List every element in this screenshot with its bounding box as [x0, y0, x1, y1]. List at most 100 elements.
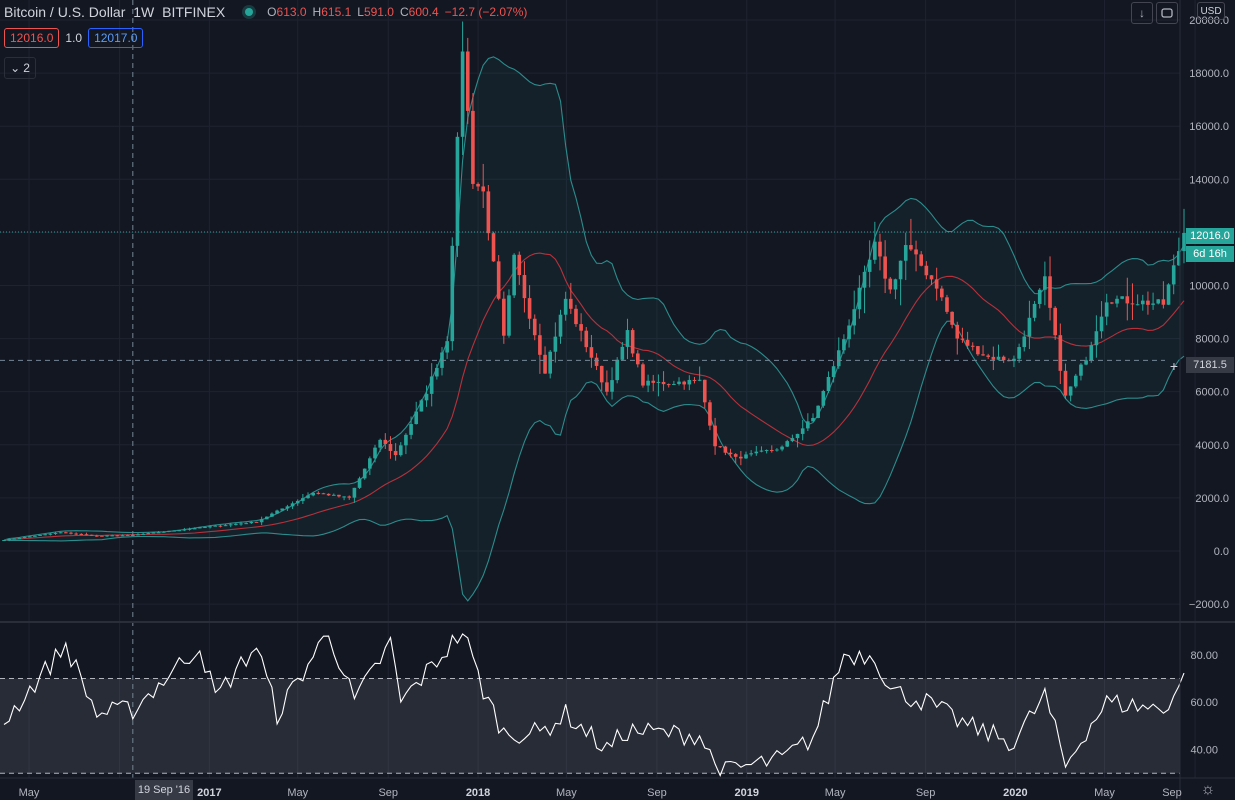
candle-body [548, 351, 553, 374]
candle-body [172, 530, 176, 532]
candle [177, 529, 181, 532]
time-tick-label: 2020 [1003, 787, 1027, 799]
candle-body [79, 533, 84, 535]
candle [569, 282, 573, 314]
candle [605, 370, 609, 396]
candle-body [630, 330, 635, 354]
candle-body [635, 353, 640, 365]
candle [512, 253, 516, 299]
candle [275, 509, 279, 515]
time-tick-label: May [556, 787, 577, 799]
candle [615, 357, 619, 384]
candle [754, 446, 759, 456]
candle [929, 275, 934, 285]
fullscreen-button[interactable] [1156, 2, 1178, 24]
candle-body [599, 365, 604, 383]
candle [1022, 330, 1027, 352]
buy-button[interactable]: 12017.0 [88, 28, 144, 48]
candle [728, 448, 733, 458]
candle [965, 331, 970, 349]
candle [661, 371, 666, 391]
candle [522, 261, 527, 313]
candle [1125, 277, 1130, 321]
candle-body [476, 183, 480, 187]
candle-body [1177, 251, 1181, 266]
candle-body [1110, 302, 1114, 304]
candle-body [945, 297, 949, 312]
candle-body [723, 446, 728, 453]
candle [1012, 355, 1016, 368]
candle-body [435, 367, 439, 377]
crosshair-price-label: 7181.5 [1186, 357, 1234, 373]
candle-body [1151, 303, 1155, 305]
candle [1084, 356, 1088, 366]
candle [198, 526, 202, 529]
time-axis[interactable]: May 2017 May Sep 2018 May Sep 2019 May Sep 2020 May… [0, 777, 1235, 799]
candle-body [656, 381, 661, 383]
candle [337, 494, 341, 498]
plus-icon[interactable]: + [1169, 358, 1179, 374]
candle [641, 362, 645, 388]
last-price-label: 12016.0 [1186, 228, 1234, 244]
candle-body [641, 364, 645, 386]
candle [635, 350, 640, 368]
candle [677, 377, 681, 386]
gear-icon[interactable]: ☼ [1200, 781, 1216, 798]
candle [1099, 301, 1104, 339]
candle [1079, 363, 1083, 381]
candle-body [852, 309, 857, 326]
candle-body [1043, 276, 1047, 290]
candle-body [687, 379, 692, 385]
candle-body [1171, 265, 1176, 285]
rsi-tick-label: 60.00 [1190, 697, 1218, 709]
time-tick-label: Sep [647, 787, 667, 799]
candle-body [1012, 358, 1016, 362]
rsi-axis[interactable]: 80.00 60.00 40.00 [1190, 650, 1218, 757]
candle [924, 261, 929, 280]
candle [940, 285, 944, 301]
candle-body [1182, 232, 1186, 252]
candle-body [141, 533, 145, 535]
candle [1182, 208, 1186, 264]
symbol-title[interactable]: Bitcoin / U.S. Dollar 1W BITFINEX [4, 4, 225, 20]
candle [1068, 386, 1073, 402]
candle-body [378, 439, 382, 448]
sell-button[interactable]: 12016.0 [4, 28, 60, 48]
spread-value: 1.0 [65, 31, 83, 45]
candle-body [1130, 303, 1135, 305]
candle-body [89, 534, 94, 536]
candle [1156, 298, 1161, 305]
candle-body [584, 330, 589, 348]
candle [919, 251, 924, 267]
market-status-icon[interactable] [237, 3, 261, 21]
candle-body [790, 438, 795, 442]
candle [836, 337, 841, 369]
candle [811, 413, 815, 422]
candle-body [625, 330, 630, 347]
candle [378, 438, 382, 452]
candle [1089, 341, 1094, 363]
candle [146, 532, 151, 535]
candle-body [831, 366, 836, 377]
candle [368, 456, 372, 476]
currency-button[interactable]: USD [1197, 2, 1225, 20]
indicators-toggle-button[interactable]: ⌄ 2 [4, 57, 36, 79]
candle-body [301, 498, 305, 501]
candle-body [33, 535, 37, 537]
scroll-to-realtime-button[interactable]: ↓ [1131, 2, 1153, 24]
candle-body [646, 380, 650, 386]
candle [280, 508, 285, 511]
candle [409, 416, 413, 440]
candle [852, 290, 857, 335]
candle [914, 240, 918, 272]
candle-body [337, 494, 341, 497]
candle [43, 533, 48, 536]
interval-label[interactable]: 1W [133, 4, 155, 20]
candle-body [167, 530, 171, 532]
candle-body [620, 346, 625, 360]
candle-body [270, 513, 274, 517]
candle-body [249, 521, 254, 524]
candle-body [228, 524, 233, 526]
candle-body [64, 532, 68, 534]
